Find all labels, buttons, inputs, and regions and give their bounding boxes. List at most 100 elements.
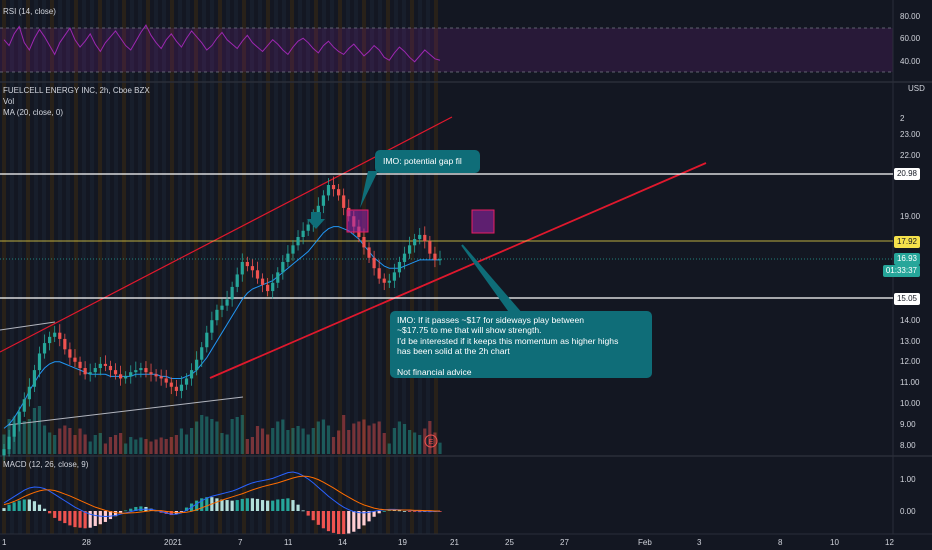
volume-bar [413,432,417,454]
macd-histogram-bar [377,511,381,514]
volume-bar [372,423,376,454]
volume-bar [154,439,158,454]
symbol-legend[interactable]: FUELCELL ENERGY INC, 2h, Cboe BZX [3,86,150,95]
candle-body [174,386,178,391]
time-tick: 3 [697,538,702,547]
macd-histogram [2,497,442,535]
volume-bar [220,433,224,454]
rsi-legend[interactable]: RSI (14, close) [3,7,56,16]
analysis-note-callout[interactable]: IMO: If it passes ~$17 for sideways play… [390,311,652,378]
volume-bar [189,428,194,454]
gap-box-marker[interactable] [346,209,369,233]
time-tick: 8 [778,538,783,547]
candle-body [134,370,138,373]
macd-histogram-bar [413,511,417,512]
volume-bar [42,425,47,454]
rsi-tick: 60.00 [900,34,921,43]
candle-body [316,205,320,217]
macd-histogram-bar [382,511,386,512]
session-stripe [242,0,246,534]
ma-legend[interactable]: MA (20, close, 0) [3,108,64,117]
candle-body [108,365,113,371]
volume-bar [397,421,402,454]
volume-bar [281,419,285,454]
volume-bar [83,434,87,454]
session-stripe [98,0,102,534]
macd-histogram-bar [245,498,249,511]
macd-histogram-bar [7,504,11,511]
macd-histogram-bar [281,498,285,511]
session-stripe [402,0,406,534]
macd-histogram-bar [42,508,47,511]
candle-body [342,195,346,208]
macd-histogram-bar [418,511,422,513]
candle-body [63,338,67,350]
volume-bar [144,439,148,454]
down-arrow-marker[interactable] [307,212,325,229]
candle-body [321,195,325,206]
volume-bar [215,421,219,454]
session-stripe [346,0,350,534]
session-stripe [170,0,174,534]
candle-body [7,436,11,450]
candle-body [367,247,371,258]
candle-body [382,278,386,283]
time-tick: 25 [505,538,514,547]
volume-bar [326,425,331,454]
macd-histogram-bar [286,498,290,511]
volume-bar [73,435,77,454]
macd-histogram-bar [255,498,260,511]
session-stripe [114,0,118,534]
session-stripe [434,0,438,534]
candle-body [53,332,57,337]
price-tick: 13.00 [900,337,921,346]
channel-lower-line[interactable] [209,162,707,379]
volume-bar [347,430,351,454]
time-tick: 21 [450,538,459,547]
price-tick: 10.00 [900,399,921,408]
session-stripe [130,0,134,534]
volume-legend[interactable]: Vol [3,97,15,106]
volume-bar [179,428,184,454]
time-tick: 28 [82,538,91,547]
volume-bar [250,437,255,454]
time-tick: 27 [560,538,569,547]
candle-body [250,266,255,271]
time-tick: 7 [238,538,243,547]
candle-body [392,272,396,281]
volume-bar [428,421,432,454]
candle-body [149,372,153,375]
support-line-upper[interactable] [0,321,56,331]
macd-histogram-bar [169,511,173,516]
volume-bar [78,428,82,454]
macd-histogram-bar [2,508,6,511]
volume-bar [255,426,260,454]
macd-histogram-bar [124,510,128,512]
macd-histogram-bar [316,511,320,525]
analysis-note-line: Not financial advice [397,366,472,377]
candle-body [103,363,107,366]
macd-histogram-bar [311,511,315,521]
volume-bar [210,419,214,454]
candle-body [189,370,194,379]
time-tick: 2021 [164,538,182,547]
volume-bar [159,437,163,454]
volume-bar [407,430,412,454]
volume-bar [225,434,229,454]
candle-body [12,424,16,437]
support-line-lower[interactable] [7,396,244,426]
macd-legend[interactable]: MACD (12, 26, close, 9) [3,460,89,469]
earnings-marker-icon[interactable] [424,434,438,448]
volume-bar [230,419,234,454]
session-stripe [370,0,374,534]
candle-body [215,309,219,321]
candle-body [184,378,189,385]
volume-bar [27,419,31,454]
macd-histogram-bar [93,511,97,526]
session-stripe [258,0,262,534]
volume-bar [63,425,67,454]
macd-histogram-bar [63,511,67,524]
candle-body [418,234,422,240]
target-box-marker[interactable] [471,209,495,234]
gap-note-callout[interactable]: IMO: potential gap fil [375,150,480,173]
